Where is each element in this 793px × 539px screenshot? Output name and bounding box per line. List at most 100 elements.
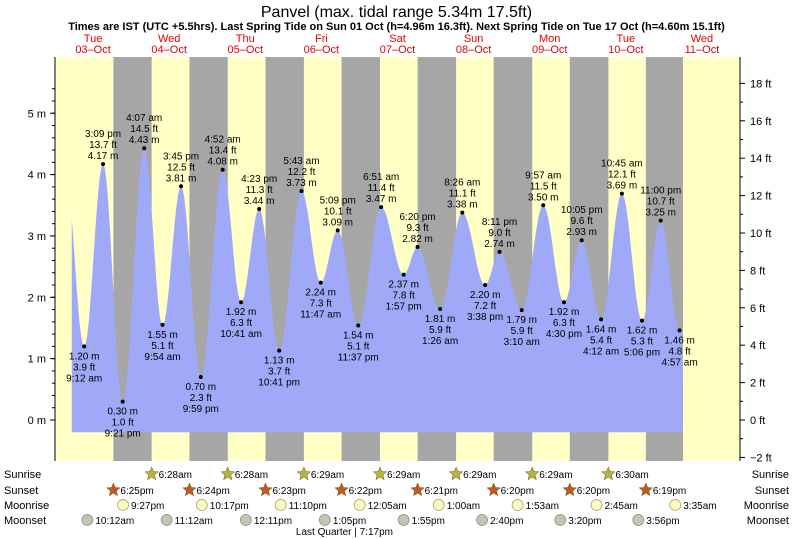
extreme-height-m: 3.44 m	[244, 196, 275, 207]
y-tick-label-ft: 2 ft	[750, 378, 765, 390]
sunrise-icon	[296, 466, 312, 481]
sunrise-time: 6:29am	[311, 470, 344, 481]
day-label-date: 10–Oct	[608, 44, 643, 56]
moonset-icon	[397, 514, 410, 526]
moonset-time: 1:05pm	[333, 516, 366, 527]
moonset-time: 1:55pm	[412, 516, 445, 527]
moonrise-time: 2:45am	[604, 501, 637, 512]
moonset-time: 11:12am	[175, 516, 213, 527]
extreme-time: 4:57 am	[662, 357, 698, 368]
extreme-height-ft: 2.3 ft	[190, 393, 212, 404]
day-label-dow: Sat	[389, 33, 406, 45]
sunset-icon	[182, 482, 197, 497]
tide-point	[356, 323, 361, 328]
extreme-time: 6:20 pm	[400, 212, 436, 223]
day-label-dow: Sun	[464, 33, 484, 45]
day-label-date: 08–Oct	[456, 44, 491, 56]
extreme-height-m: 3.25 m	[645, 208, 676, 219]
extreme-height-m: 2.93 m	[566, 227, 597, 238]
astronomical-rows: Sunrise Sunrise Sunset Sunset Moonrise Moonri…	[4, 466, 789, 538]
day-label-date: 11–Oct	[685, 44, 720, 56]
extreme-time: 3:45 pm	[163, 151, 199, 162]
extreme-height-m: 4.43 m	[129, 135, 160, 146]
moonrise-time: 11:10pm	[289, 501, 327, 512]
moonset-time: 2:40pm	[490, 516, 523, 527]
day-label-dow: Thu	[236, 33, 255, 45]
tide-point	[579, 238, 584, 243]
extreme-time: 10:41 pm	[258, 378, 300, 389]
day-label-date: 09–Oct	[532, 44, 567, 56]
sunset-icon	[486, 482, 501, 497]
extreme-height-ft: 6.3 ft	[553, 318, 575, 329]
extreme-height-ft: 7.8 ft	[393, 291, 415, 302]
moonrise-time: 10:17pm	[210, 501, 249, 512]
extreme-height-m: 2.20 m	[470, 290, 501, 301]
moonset-time: 3:56pm	[646, 516, 679, 527]
y-tick-label-m: 1 m	[28, 354, 46, 366]
tide-point	[541, 203, 546, 208]
tide-point	[497, 249, 502, 254]
extreme-height-m: 2.24 m	[305, 288, 336, 299]
sunset-icon	[258, 482, 273, 497]
moonrise-icon	[590, 499, 603, 511]
chart-title: Panvel (max. tidal range 5.34m 17.5ft)	[261, 4, 532, 21]
day-label-dow: Tue	[84, 33, 103, 45]
row-label-right: Sunrise	[752, 469, 789, 481]
moonrise-icon	[511, 499, 524, 511]
moonset-time: 3:20pm	[568, 516, 601, 527]
sunrise-time: 6:29am	[539, 470, 572, 481]
extreme-height-m: 3.69 m	[607, 181, 638, 192]
extreme-time: 5:06 pm	[624, 348, 660, 359]
extreme-height-ft: 5.1 ft	[347, 342, 369, 353]
extreme-height-ft: 11.1 ft	[449, 189, 476, 200]
extreme-height-ft: 4.8 ft	[668, 346, 690, 357]
extreme-height-ft: 3.7 ft	[268, 367, 290, 378]
sunset-icon	[334, 482, 349, 497]
extreme-height-m: 1.81 m	[425, 314, 456, 325]
extreme-height-ft: 9.6 ft	[571, 216, 593, 227]
tide-area	[71, 148, 683, 433]
extreme-time: 3:09 pm	[85, 129, 121, 140]
sunrise-icon	[144, 466, 159, 481]
sunset-time: 6:20pm	[577, 486, 610, 497]
y-tick-label-ft: −2 ft	[750, 452, 772, 464]
tide-point	[220, 167, 225, 172]
sunrise-icon	[372, 466, 388, 481]
extreme-height-m: 3.38 m	[447, 200, 478, 211]
extreme-height-ft: 14.5 ft	[130, 124, 158, 135]
sunset-time: 6:22pm	[349, 486, 382, 497]
moonset-icon	[239, 514, 252, 526]
extreme-height-ft: 13.4 ft	[209, 146, 237, 157]
extreme-height-ft: 5.9 ft	[511, 326, 533, 337]
y-tick-label-ft: 12 ft	[750, 191, 771, 203]
extreme-height-ft: 12.2 ft	[288, 167, 316, 178]
extreme-time: 3:38 pm	[467, 312, 503, 323]
tide-point	[619, 191, 624, 196]
extreme-time: 11:00 pm	[640, 186, 681, 197]
extreme-time: 11:37 pm	[338, 353, 379, 364]
day-label-dow: Tue	[617, 33, 636, 45]
extreme-height-ft: 9.3 ft	[406, 223, 428, 234]
row-label-left: Sunset	[4, 485, 38, 497]
row-label-left: Sunrise	[4, 469, 41, 481]
sunrise-icon	[524, 466, 540, 481]
sunrise-icon	[601, 466, 616, 481]
moonset-icon	[554, 514, 567, 526]
tide-point	[277, 348, 282, 353]
moon-phase-label: Last Quarter | 7:17pm	[296, 527, 393, 538]
y-tick-label-m: 3 m	[28, 231, 46, 243]
tide-point	[335, 228, 340, 233]
moonrise-time: 12:05am	[368, 501, 407, 512]
sunset-time: 6:21pm	[425, 486, 458, 497]
moonrise-time: 3:35am	[683, 501, 716, 512]
extreme-height-ft: 11.3 ft	[246, 185, 273, 196]
extreme-height-m: 3.09 m	[322, 217, 353, 228]
extreme-height-ft: 11.4 ft	[368, 183, 395, 194]
moonset-icon	[476, 514, 488, 526]
moonrise-icon	[195, 499, 208, 511]
extreme-height-ft: 10.7 ft	[647, 197, 675, 208]
moonrise-icon	[669, 499, 682, 511]
tide-point	[658, 218, 663, 223]
extreme-time: 8:26 am	[444, 178, 480, 189]
